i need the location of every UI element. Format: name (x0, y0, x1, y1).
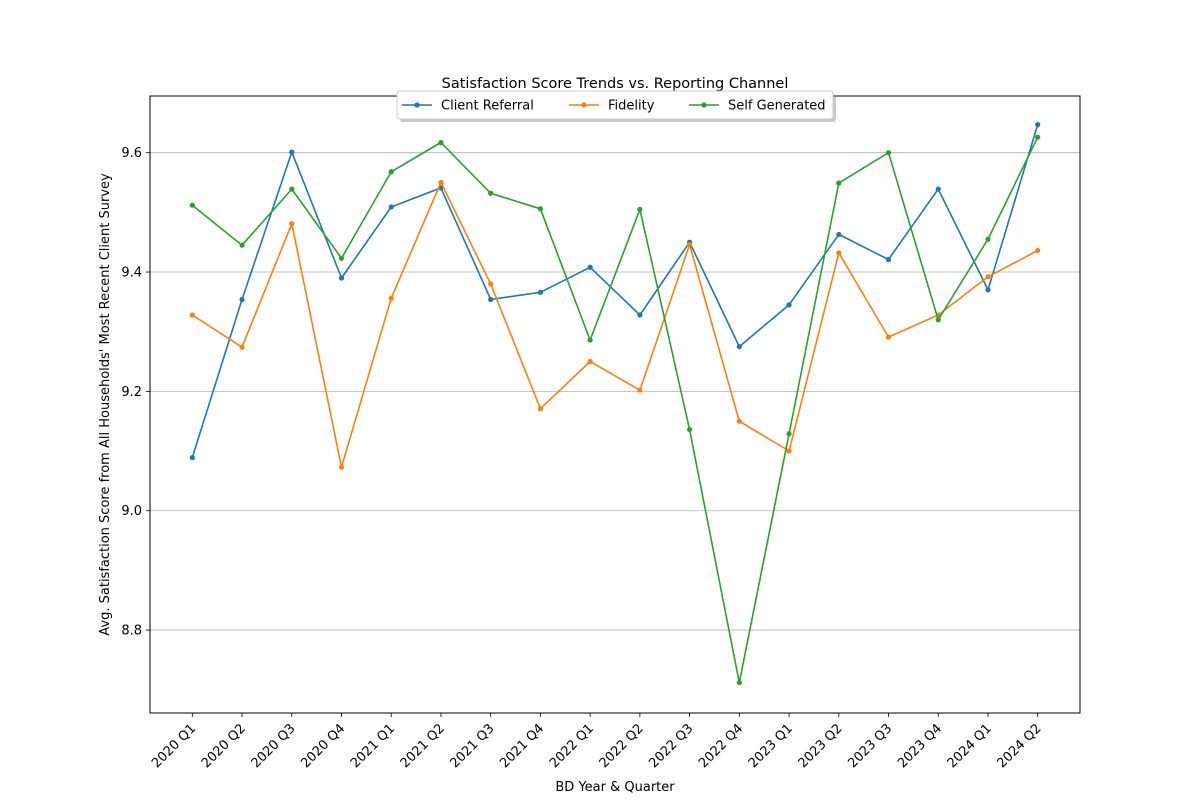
data-point-self-generated (438, 139, 444, 146)
series-line-client-referral (191, 124, 1039, 458)
y-tick-label: 9.0 (121, 504, 142, 519)
data-point-client-referral (537, 289, 544, 295)
series-client-referral (189, 122, 1041, 461)
data-point-fidelity (836, 250, 842, 256)
data-point-self-generated (239, 242, 245, 248)
data-point-self-generated (189, 202, 195, 208)
legend-marker-client-referral (414, 102, 420, 108)
data-point-fidelity (1035, 247, 1041, 254)
data-point-client-referral (985, 287, 991, 293)
data-point-client-referral (289, 149, 295, 155)
data-point-fidelity (686, 241, 693, 248)
data-point-client-referral (935, 186, 941, 192)
legend-box (396, 90, 834, 120)
legend: Client Referral Fidelity Self Generated (396, 90, 836, 122)
data-point-self-generated (985, 236, 991, 242)
legend-marker-fidelity (581, 102, 587, 108)
legend-items: Client Referral Fidelity Self Generated (402, 99, 826, 114)
series-fidelity (189, 179, 1041, 470)
data-point-self-generated (1035, 134, 1041, 140)
data-point-fidelity (488, 281, 494, 287)
series-line-self-generated (191, 136, 1039, 684)
legend-marker-self-generated (701, 102, 707, 108)
data-point-client-referral (736, 344, 742, 350)
data-point-self-generated (537, 206, 544, 212)
data-point-self-generated (935, 317, 941, 323)
series-line-fidelity (191, 181, 1039, 469)
data-point-fidelity (338, 464, 345, 470)
data-point-self-generated (836, 180, 842, 186)
data-point-fidelity (189, 312, 195, 318)
y-axis-label: Avg. Satisfaction Score from All Househo… (98, 173, 113, 636)
data-point-self-generated (388, 169, 394, 175)
data-point-self-generated (736, 679, 742, 686)
data-point-fidelity (537, 406, 544, 412)
y-tick-label: 8.8 (121, 624, 142, 639)
y-tick-label: 9.6 (121, 146, 142, 161)
data-point-self-generated (289, 186, 295, 192)
data-point-client-referral (338, 275, 345, 281)
data-point-self-generated (637, 206, 643, 212)
legend-label-self-generated: Self Generated (728, 99, 826, 114)
data-point-fidelity (587, 358, 593, 365)
data-point-client-referral (786, 302, 792, 308)
data-point-fidelity (388, 295, 394, 301)
data-point-client-referral (1035, 122, 1041, 128)
data-point-self-generated (786, 431, 792, 437)
data-point-client-referral (637, 312, 643, 318)
data-point-fidelity (438, 179, 444, 186)
data-point-client-referral (488, 296, 494, 303)
legend-label-client-referral: Client Referral (441, 99, 534, 114)
y-tick-label: 9.4 (121, 266, 142, 281)
grid-lines (150, 152, 1080, 631)
data-point-self-generated (686, 426, 693, 433)
data-point-self-generated (338, 255, 345, 261)
data-point-self-generated (587, 337, 593, 343)
data-point-client-referral (189, 455, 195, 461)
legend-label-fidelity: Fidelity (608, 99, 655, 114)
data-point-fidelity (786, 448, 792, 454)
data-point-fidelity (736, 418, 742, 424)
data-point-fidelity (239, 344, 245, 350)
data-point-client-referral (239, 296, 245, 303)
data-point-fidelity (885, 334, 892, 340)
chart-title: Satisfaction Score Trends vs. Reporting … (442, 76, 789, 92)
data-point-fidelity (637, 387, 643, 393)
data-point-fidelity (985, 274, 991, 280)
y-axis-ticks: 8.8 9.0 9.2 9.4 9.6 (121, 146, 150, 639)
data-point-self-generated (885, 150, 892, 156)
data-point-fidelity (289, 221, 295, 227)
series-lines (189, 122, 1041, 686)
data-point-client-referral (885, 256, 892, 263)
data-point-self-generated (488, 190, 494, 196)
data-point-client-referral (587, 264, 593, 270)
data-point-client-referral (836, 231, 842, 238)
series-self-generated (189, 134, 1041, 686)
x-axis-label: BD Year & Quarter (555, 780, 675, 795)
y-tick-label: 9.2 (121, 385, 142, 400)
data-point-client-referral (388, 204, 394, 210)
